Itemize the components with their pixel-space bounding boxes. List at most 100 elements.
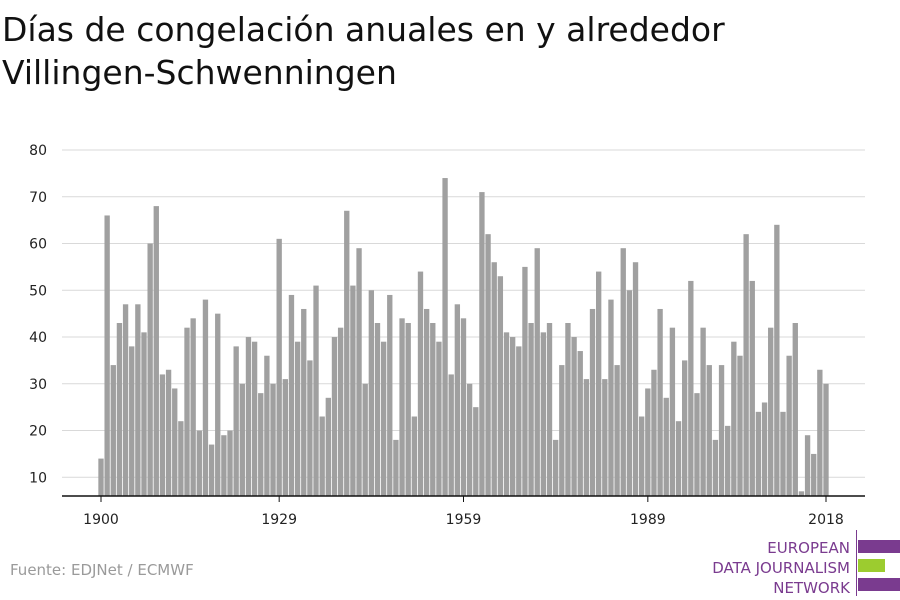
- bar-1999[interactable]: [706, 365, 712, 496]
- bar-2002[interactable]: [725, 425, 731, 496]
- bar-1976[interactable]: [565, 323, 571, 496]
- bar-1950[interactable]: [405, 323, 411, 496]
- bar-2016[interactable]: [811, 453, 817, 496]
- bar-1907[interactable]: [141, 332, 147, 496]
- bar-1968[interactable]: [516, 346, 522, 496]
- bar-1949[interactable]: [399, 318, 405, 496]
- bar-1936[interactable]: [319, 416, 325, 496]
- bar-1995[interactable]: [682, 360, 688, 496]
- bar-1959[interactable]: [460, 318, 467, 496]
- bar-1930[interactable]: [282, 379, 288, 496]
- bar-1901[interactable]: [104, 215, 110, 496]
- bar-1977[interactable]: [571, 337, 577, 496]
- bar-1946[interactable]: [380, 341, 387, 496]
- bar-1920[interactable]: [221, 435, 227, 496]
- bar-2004[interactable]: [737, 355, 743, 496]
- bar-1912[interactable]: [172, 388, 178, 496]
- bar-2012[interactable]: [786, 355, 792, 496]
- bar-1942[interactable]: [356, 248, 362, 496]
- bar-1961[interactable]: [473, 407, 479, 496]
- bar-1917[interactable]: [202, 299, 209, 496]
- bar-1910[interactable]: [159, 374, 166, 496]
- edjnet-logo[interactable]: EUROPEAN DATA JOURNALISM NETWORK: [700, 530, 900, 597]
- bar-1908[interactable]: [147, 243, 153, 496]
- bar-2000[interactable]: [712, 439, 719, 496]
- bar-1972[interactable]: [540, 332, 547, 496]
- bar-1952[interactable]: [417, 271, 424, 496]
- bar-1994[interactable]: [675, 421, 682, 496]
- bar-1945[interactable]: [374, 323, 381, 496]
- bar-1970[interactable]: [528, 323, 534, 496]
- bar-1921[interactable]: [227, 430, 233, 496]
- bar-1993[interactable]: [669, 327, 676, 496]
- bar-1913[interactable]: [178, 421, 184, 496]
- bar-2001[interactable]: [718, 365, 725, 496]
- bar-1941[interactable]: [350, 285, 356, 496]
- bar-1948[interactable]: [393, 439, 399, 496]
- bar-1927[interactable]: [264, 355, 270, 496]
- bar-1974[interactable]: [552, 439, 559, 496]
- bar-1998[interactable]: [700, 327, 706, 496]
- bar-1915[interactable]: [190, 318, 196, 496]
- bar-1971[interactable]: [534, 248, 540, 496]
- bar-1916[interactable]: [196, 430, 202, 496]
- bar-2006[interactable]: [749, 280, 755, 496]
- bar-1955[interactable]: [436, 341, 442, 496]
- bar-1943[interactable]: [362, 383, 368, 496]
- bar-1933[interactable]: [301, 308, 307, 496]
- bar-2011[interactable]: [780, 411, 786, 496]
- bar-1980[interactable]: [589, 308, 596, 496]
- bar-2003[interactable]: [731, 341, 737, 496]
- bar-1990[interactable]: [651, 369, 657, 496]
- bar-1997[interactable]: [694, 393, 700, 496]
- bar-1903[interactable]: [116, 323, 123, 496]
- bar-1926[interactable]: [258, 393, 264, 496]
- bar-1902[interactable]: [110, 365, 116, 496]
- bar-1924[interactable]: [245, 337, 252, 496]
- bar-1914[interactable]: [184, 327, 190, 496]
- bar-1953[interactable]: [423, 308, 430, 496]
- bar-1938[interactable]: [331, 337, 338, 496]
- bar-1988[interactable]: [639, 416, 645, 496]
- bar-1984[interactable]: [614, 365, 620, 496]
- bar-1928[interactable]: [270, 383, 276, 496]
- bar-1958[interactable]: [454, 304, 461, 496]
- bar-1934[interactable]: [307, 360, 313, 496]
- bar-1904[interactable]: [122, 304, 129, 496]
- bar-1919[interactable]: [215, 313, 221, 496]
- bar-1947[interactable]: [387, 294, 393, 496]
- bar-1918[interactable]: [208, 444, 215, 496]
- bar-1981[interactable]: [596, 271, 602, 496]
- bar-1989[interactable]: [645, 388, 651, 496]
- bar-1991[interactable]: [657, 308, 663, 496]
- bar-1960[interactable]: [466, 383, 473, 496]
- bar-1963[interactable]: [485, 234, 491, 496]
- bar-1985[interactable]: [620, 248, 626, 496]
- bar-2005[interactable]: [743, 234, 749, 496]
- bar-1983[interactable]: [608, 299, 614, 496]
- bar-1978[interactable]: [577, 351, 583, 496]
- bar-1932[interactable]: [294, 341, 301, 496]
- bar-1906[interactable]: [135, 304, 141, 496]
- bar-1954[interactable]: [430, 323, 436, 496]
- bar-1966[interactable]: [503, 332, 510, 496]
- bar-1969[interactable]: [522, 266, 528, 496]
- bar-2018[interactable]: [823, 383, 829, 496]
- bar-1973[interactable]: [546, 323, 553, 496]
- bar-1909[interactable]: [153, 206, 159, 497]
- bar-1965[interactable]: [497, 276, 504, 496]
- bar-1900[interactable]: [98, 458, 104, 496]
- bar-1996[interactable]: [688, 280, 694, 496]
- bar-1964[interactable]: [491, 262, 497, 496]
- bar-1956[interactable]: [442, 178, 448, 497]
- bar-1929[interactable]: [276, 238, 282, 496]
- bar-1951[interactable]: [411, 416, 418, 496]
- bar-2009[interactable]: [768, 327, 774, 496]
- bar-1911[interactable]: [165, 369, 172, 496]
- bar-1922[interactable]: [233, 346, 239, 496]
- bar-1940[interactable]: [344, 210, 350, 496]
- bar-1923[interactable]: [239, 383, 245, 496]
- bar-1935[interactable]: [313, 285, 319, 496]
- bar-1905[interactable]: [129, 346, 135, 496]
- bar-1944[interactable]: [368, 290, 375, 496]
